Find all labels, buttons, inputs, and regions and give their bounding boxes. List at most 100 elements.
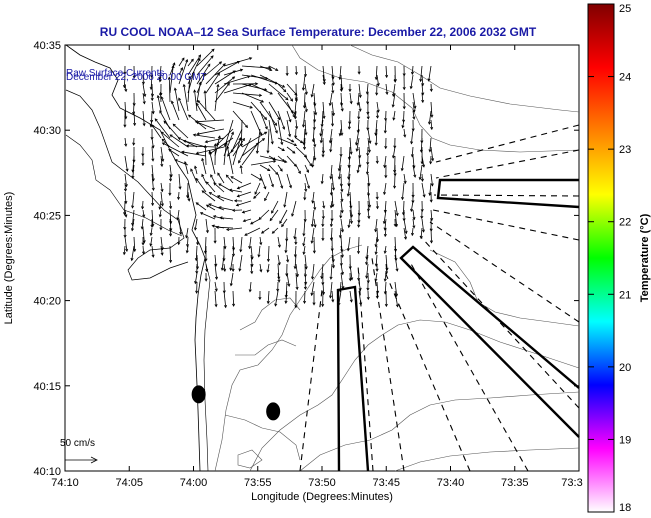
current-vector	[304, 281, 306, 290]
current-vector-head	[281, 158, 285, 163]
current-vector-head	[245, 124, 249, 128]
current-vector-head	[203, 144, 207, 148]
current-vector-head	[213, 240, 217, 244]
current-vector	[124, 191, 127, 204]
current-vector	[169, 134, 189, 148]
current-vector	[365, 254, 369, 265]
current-vector-head	[302, 146, 307, 151]
current-vector	[196, 254, 198, 269]
current-vector-head	[258, 296, 262, 301]
current-vector	[151, 245, 154, 258]
current-vector	[226, 174, 234, 184]
current-vector	[385, 83, 388, 95]
current-vector	[159, 65, 162, 80]
current-vector-head	[368, 204, 372, 209]
current-vector-head	[216, 83, 220, 88]
current-vector	[421, 182, 425, 197]
current-vector-head	[274, 130, 278, 134]
current-vector-head	[219, 216, 223, 220]
current-vector	[329, 92, 333, 106]
current-vector	[412, 101, 415, 112]
current-vector-head	[349, 101, 353, 105]
current-vector	[194, 166, 198, 175]
current-vector-head	[133, 122, 137, 127]
current-vector-head	[225, 227, 230, 232]
current-vector	[304, 254, 307, 269]
current-vector-head	[374, 229, 378, 233]
current-vector	[430, 119, 433, 130]
current-vector	[169, 209, 172, 224]
current-vector	[142, 209, 145, 217]
current-vector	[254, 182, 261, 195]
current-vector-head	[214, 288, 218, 292]
current-vector-head	[383, 164, 387, 169]
current-vector-head	[392, 93, 396, 98]
current-vector	[340, 272, 344, 289]
current-vector-head	[358, 94, 362, 99]
current-vector	[240, 119, 243, 147]
current-vector-head	[368, 140, 372, 144]
current-vector	[206, 204, 216, 211]
colorbar-label: Temperature (°C)	[639, 213, 651, 302]
current-vector-head	[141, 81, 145, 85]
current-vector-head	[168, 148, 172, 152]
x-tick-label: 73:35	[501, 477, 529, 489]
current-vector-head	[231, 253, 236, 257]
bathymetry-contour	[291, 44, 580, 153]
current-vector	[217, 172, 225, 184]
current-vector-head	[365, 275, 369, 279]
current-vector-head	[401, 125, 405, 129]
current-vector	[151, 101, 154, 114]
current-vector-head	[195, 290, 199, 294]
current-vector-head	[177, 137, 181, 141]
bathymetry-contour	[394, 447, 580, 472]
current-vector-head	[365, 91, 369, 95]
current-vector-head	[158, 214, 162, 218]
current-vector-head	[302, 251, 306, 256]
current-vector	[303, 92, 306, 108]
current-vector	[151, 124, 162, 139]
current-vector-head	[280, 185, 284, 189]
current-vector	[394, 245, 397, 261]
current-vector-head	[321, 303, 325, 308]
current-vector-head	[329, 276, 333, 280]
current-vector-head	[376, 109, 380, 113]
current-vector	[195, 119, 225, 123]
current-vector	[196, 202, 207, 211]
current-vector	[330, 182, 333, 195]
current-vector	[150, 74, 153, 90]
current-vector	[197, 100, 216, 121]
current-vector	[384, 227, 387, 237]
current-vector	[243, 218, 252, 222]
current-vector	[366, 164, 369, 175]
current-vector	[331, 101, 335, 116]
current-vector	[357, 92, 360, 106]
current-vector-head	[263, 186, 267, 190]
current-vector-head	[277, 117, 281, 121]
current-vector	[253, 191, 261, 199]
current-vector-head	[421, 99, 425, 104]
current-vector	[394, 254, 398, 272]
current-vector-head	[158, 91, 163, 96]
current-vector	[383, 209, 387, 224]
current-vector	[218, 206, 234, 211]
current-vector-head	[319, 140, 323, 144]
current-vector	[385, 263, 388, 274]
current-vector-head	[259, 242, 263, 246]
current-vector	[375, 236, 378, 247]
colorbar-ticks: 25 24 23 22 21 20 19 18	[588, 3, 631, 514]
current-vector-head	[151, 145, 155, 149]
current-vector	[181, 151, 207, 157]
current-vector	[339, 128, 342, 136]
current-vector	[410, 74, 414, 89]
current-vector-head	[294, 135, 298, 139]
current-vector-head	[247, 75, 251, 79]
current-vector	[268, 173, 274, 187]
current-vector	[259, 101, 277, 126]
current-vector	[294, 254, 297, 269]
current-vector	[160, 182, 163, 192]
current-vector-head	[393, 223, 397, 228]
current-vector	[177, 209, 180, 220]
current-vector	[286, 173, 292, 188]
current-vector	[197, 128, 225, 135]
